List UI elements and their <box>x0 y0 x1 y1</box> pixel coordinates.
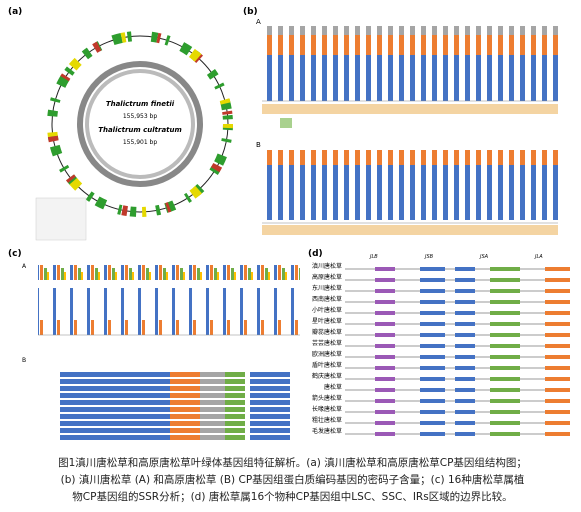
sub-label: B <box>22 357 26 364</box>
species-label: 西南唐松草 <box>312 295 342 303</box>
boundary-map <box>345 262 570 438</box>
caption-line: (b) 滇川唐松草 (A) 和高原唐松草 (B) CP基因组蛋白质编码基因的密码… <box>60 474 525 486</box>
species-label: 盾叶唐松草 <box>312 361 342 369</box>
species-label: 滇川唐松草 <box>312 262 342 270</box>
panel-label: (d) <box>308 249 323 259</box>
species-label: 东川唐松草 <box>312 284 342 292</box>
gene-blocks <box>47 31 233 217</box>
sub-label: B <box>256 141 261 149</box>
codon-bars <box>262 150 558 223</box>
region-label: JLB <box>369 254 378 260</box>
codon-table <box>280 118 292 128</box>
sub-label: A <box>256 18 261 26</box>
species-label: 鹤庆唐松草 <box>312 372 342 380</box>
genome-length: 155,901 bp <box>123 139 158 146</box>
species-label: 欧洲唐松草 <box>312 350 342 358</box>
species-label: 星叶唐松草 <box>312 317 342 325</box>
gc-ring <box>85 69 195 179</box>
species-label: 小叶唐松草 <box>312 306 342 314</box>
region-label: JSB <box>424 254 434 260</box>
legend-box <box>35 197 87 241</box>
species-name: Thalictrum finetii <box>106 100 175 108</box>
figure: (a) Thalictrum finetii 155,953 bp Thalic… <box>8 7 570 440</box>
panel-label: (a) <box>8 7 22 17</box>
panel-label: (b) <box>243 7 258 17</box>
species-label: 瓣蕊唐松草 <box>312 328 342 336</box>
codon-table <box>262 104 558 114</box>
species-label: 长喙唐松草 <box>312 405 342 413</box>
species-label: 唐松草 <box>324 383 342 391</box>
caption-line: 物CP基因组的SSR分析；(d) 唐松草属16个物种CP基因组中LSC、SSC、… <box>72 491 513 503</box>
species-label: 箭头唐松草 <box>312 394 342 402</box>
codon-table <box>262 225 558 235</box>
region-label: JSA <box>479 254 489 260</box>
caption-line: 图1滇川唐松草和高原唐松草叶绿体基因组特征解析。(a) 滇川唐松草和高原唐松草C… <box>58 457 527 469</box>
codon-bars <box>262 26 558 101</box>
species-label: 粗壮唐松草 <box>312 416 342 424</box>
species-label: 高原唐松草 <box>312 273 342 281</box>
ssr-stacked-bars <box>60 370 290 440</box>
region-label: JLA <box>534 254 543 260</box>
ssr-bars <box>38 265 300 335</box>
species-name: Thalictrum cultratum <box>98 126 182 134</box>
inner-ring <box>77 61 203 187</box>
sub-label: A <box>22 263 27 270</box>
species-label: 毛发唐松草 <box>312 427 342 435</box>
species-label: 芸芸唐松草 <box>312 339 342 347</box>
panel-label: (c) <box>8 249 22 259</box>
genome-length: 155,953 bp <box>123 113 158 120</box>
